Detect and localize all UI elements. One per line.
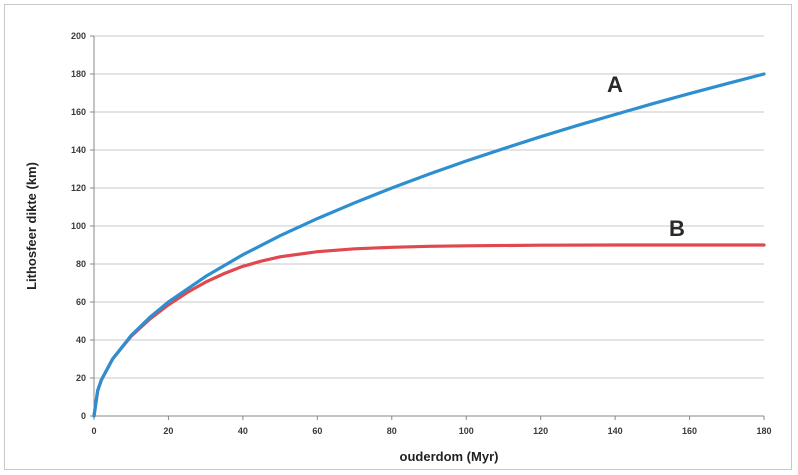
y-tick-label: 40 — [76, 335, 86, 345]
y-tick-label: 0 — [81, 411, 86, 421]
series-label-b: B — [669, 216, 685, 241]
y-tick-label: 60 — [76, 297, 86, 307]
x-tick-label: 120 — [533, 426, 548, 436]
y-tick-label: 80 — [76, 259, 86, 269]
y-tick-label: 100 — [71, 221, 86, 231]
y-tick-label: 200 — [71, 31, 86, 41]
x-tick-label: 0 — [91, 426, 96, 436]
x-tick-label: 80 — [387, 426, 397, 436]
x-tick-label: 160 — [682, 426, 697, 436]
series-lines — [92, 72, 766, 418]
x-tick-label: 20 — [163, 426, 173, 436]
x-tick-label: 60 — [312, 426, 322, 436]
x-tick-labels: 0 20 40 60 80 100 120 140 160 180 — [91, 426, 771, 436]
series-line-a — [92, 72, 766, 418]
series-line-b — [92, 243, 766, 418]
x-tick-label: 180 — [756, 426, 771, 436]
axes — [90, 35, 765, 420]
x-axis-label: ouderdom (Myr) — [400, 449, 499, 464]
y-tick-label: 20 — [76, 373, 86, 383]
y-tick-label: 120 — [71, 183, 86, 193]
y-tick-label: 160 — [71, 107, 86, 117]
y-axis-label: Lithosfeer dikte (km) — [24, 162, 39, 290]
series-label-a: A — [607, 72, 623, 97]
y-tick-labels: 0 20 40 60 80 100 120 140 160 180 200 — [71, 31, 86, 421]
chart-frame — [4, 4, 792, 470]
y-tick-label: 180 — [71, 69, 86, 79]
x-tick-label: 140 — [608, 426, 623, 436]
x-tick-label: 100 — [459, 426, 474, 436]
x-tick-label: 40 — [238, 426, 248, 436]
gridlines — [94, 35, 764, 379]
y-tick-label: 140 — [71, 145, 86, 155]
